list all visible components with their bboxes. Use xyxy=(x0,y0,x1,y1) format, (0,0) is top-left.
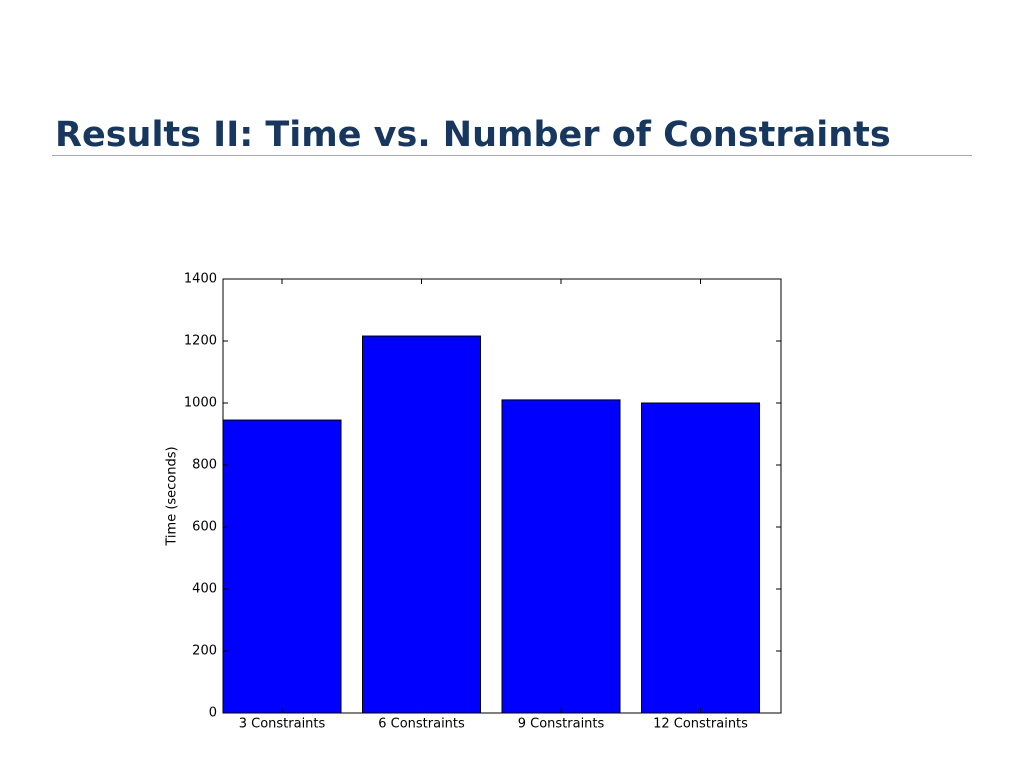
x-tick-label: 9 Constraints xyxy=(518,717,605,732)
x-tick-label: 6 Constraints xyxy=(378,717,465,732)
y-tick-label: 800 xyxy=(192,458,217,473)
bar xyxy=(362,335,482,714)
bar xyxy=(501,399,621,714)
y-tick-label: 600 xyxy=(192,520,217,535)
y-axis-label: Time (seconds) xyxy=(165,446,180,546)
plot-frame xyxy=(222,278,782,714)
bar xyxy=(641,402,761,714)
y-tick-label: 1200 xyxy=(184,334,217,349)
y-tick-label: 0 xyxy=(209,706,217,721)
y-tick-label: 1000 xyxy=(184,396,217,411)
x-tick-label: 3 Constraints xyxy=(239,717,326,732)
y-tick-label: 1400 xyxy=(184,272,217,287)
y-tick-label: 400 xyxy=(192,582,217,597)
bar xyxy=(222,419,342,714)
y-tick-label: 200 xyxy=(192,644,217,659)
slide-title: Results II: Time vs. Number of Constrain… xyxy=(55,115,891,155)
x-tick-label: 12 Constraints xyxy=(653,717,748,732)
